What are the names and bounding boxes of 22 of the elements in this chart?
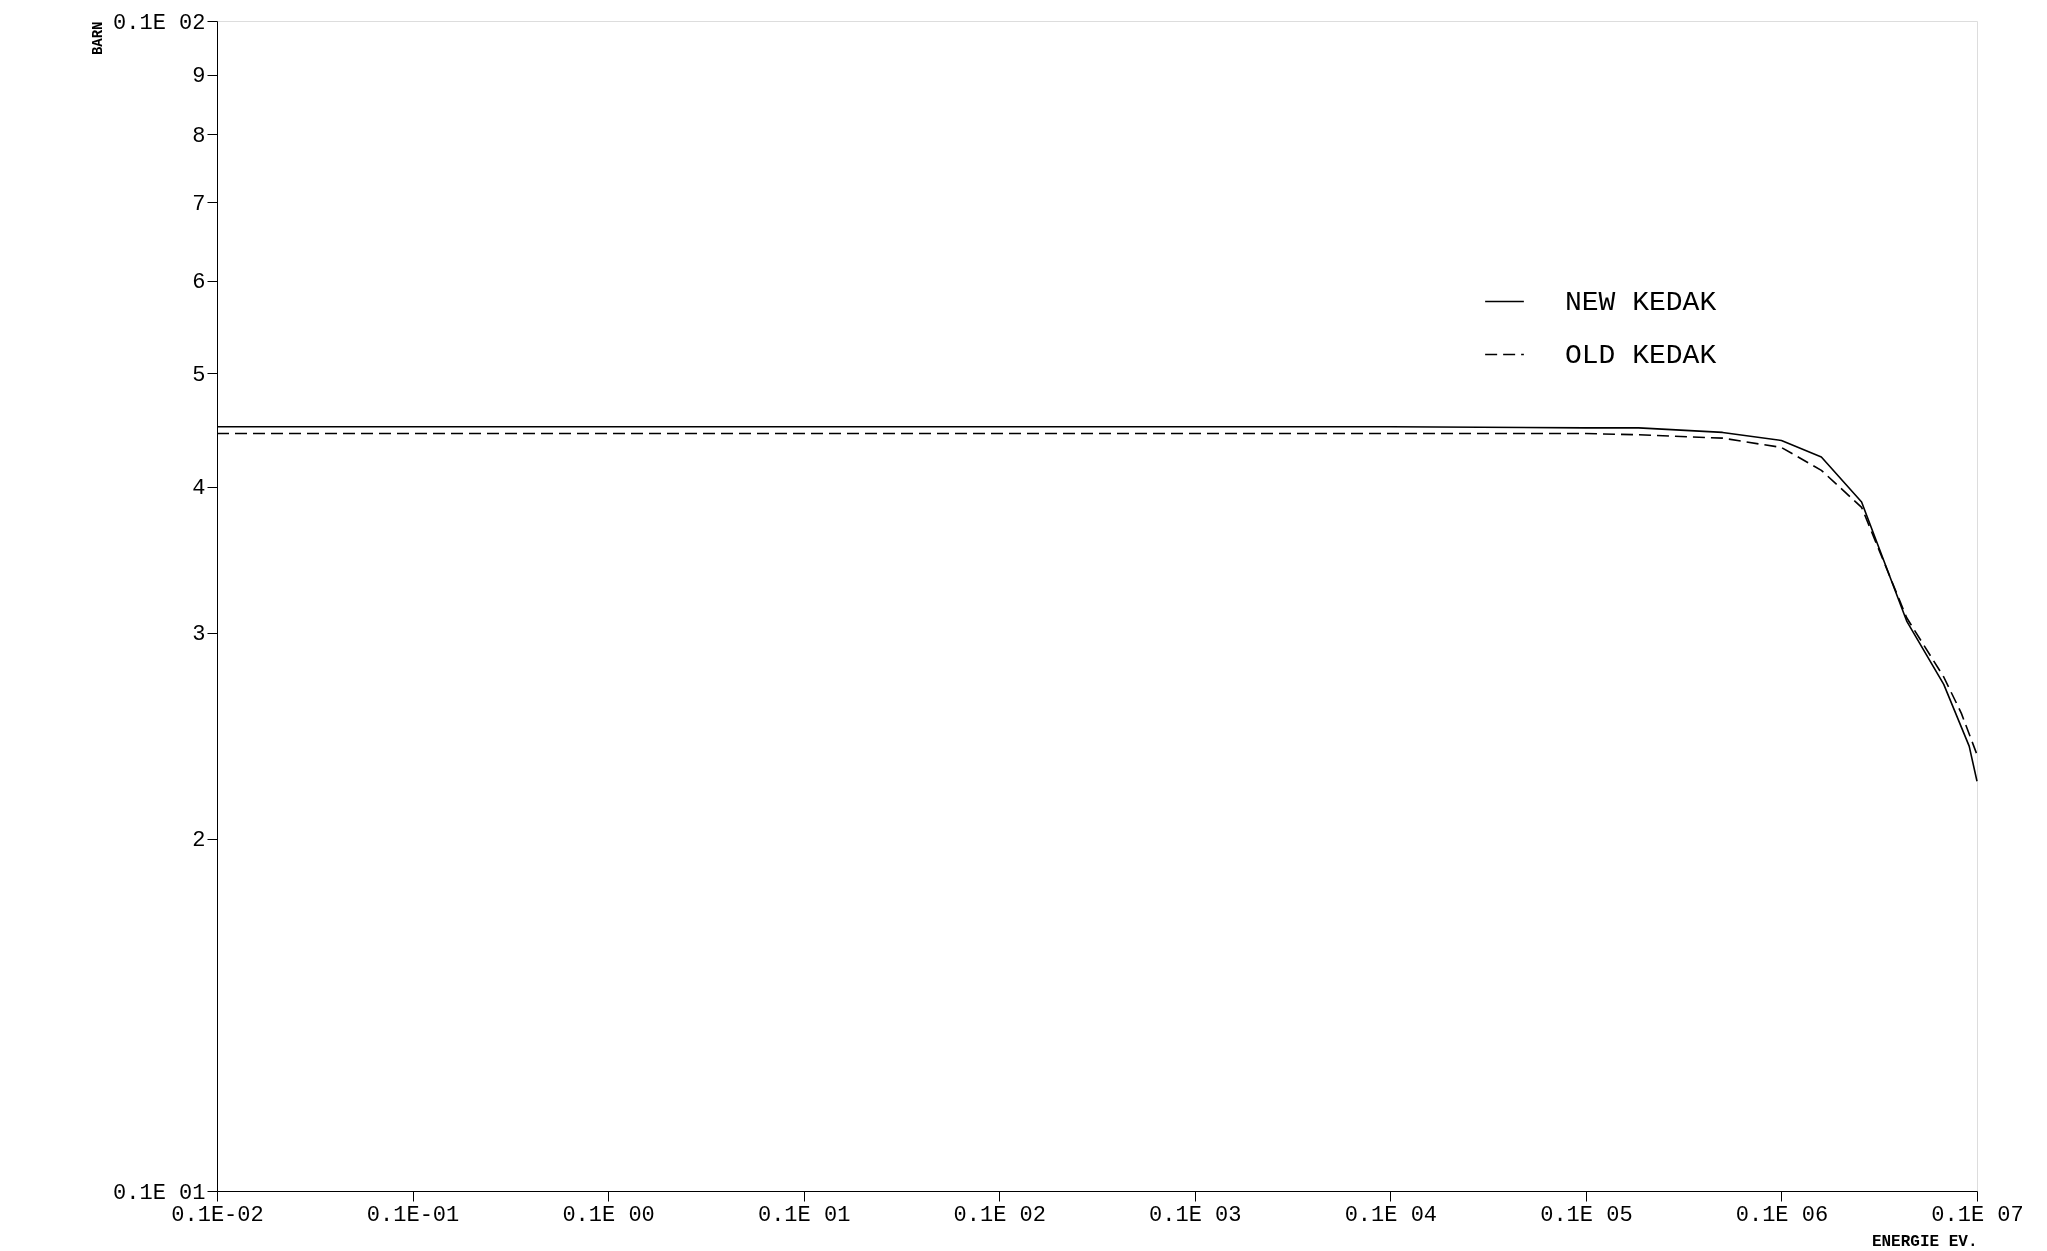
legend-label: NEW KEDAK bbox=[1565, 286, 1717, 318]
x-axis-title: ENERGIE EV. bbox=[1871, 1232, 1978, 1251]
x-tick-label: 0.1E 02 bbox=[953, 1202, 1046, 1228]
y-tick-label: 8 bbox=[192, 123, 206, 149]
y-tick-label: 0.1E 02 bbox=[113, 10, 206, 36]
x-tick-label: 0.1E-01 bbox=[366, 1202, 460, 1228]
y-tick-label: 9 bbox=[192, 64, 206, 90]
y-tick-label: 4 bbox=[192, 476, 206, 502]
legend-label: OLD KEDAK bbox=[1565, 339, 1717, 371]
x-tick-label: 0.1E 07 bbox=[1931, 1202, 2024, 1228]
x-tick-label: 0.1E 03 bbox=[1149, 1202, 1242, 1228]
y-axis-title: BARN bbox=[90, 21, 107, 56]
y-tick-label: 3 bbox=[192, 622, 206, 648]
x-tick-label: 0.1E 05 bbox=[1540, 1202, 1633, 1228]
y-tick-label: 5 bbox=[192, 362, 206, 388]
y-tick-label: 6 bbox=[192, 270, 206, 296]
x-tick-label: 0.1E 06 bbox=[1735, 1202, 1829, 1228]
x-tick-label: 0.1E 00 bbox=[562, 1202, 655, 1228]
y-tick-label: 7 bbox=[192, 191, 206, 217]
y-tick-label: 2 bbox=[192, 828, 206, 854]
x-tick-label: 0.1E 04 bbox=[1344, 1202, 1438, 1228]
x-tick-label: 0.1E 01 bbox=[757, 1202, 851, 1228]
